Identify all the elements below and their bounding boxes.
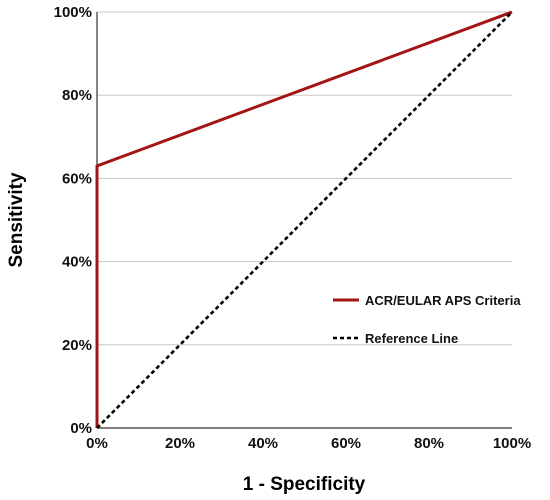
y-tick-label-0: 0% <box>70 420 92 437</box>
legend-label-acr-eular: ACR/EULAR APS Criteria <box>365 293 521 308</box>
y-axis-title: Sensitivity <box>6 172 27 267</box>
tick-layer: 0% 20% 40% 60% 80% 100% 0% 20% 40% 60% 80% 100% <box>54 4 532 452</box>
x-tick-label-20: 20% <box>165 435 195 452</box>
y-tick-label-20: 20% <box>62 337 92 354</box>
series-line-reference-line <box>96 11 513 429</box>
x-tick-label-0: 0% <box>86 435 108 452</box>
y-tick-label-40: 40% <box>62 254 92 271</box>
x-tick-label-60: 60% <box>331 435 361 452</box>
legend-label-reference-line: Reference Line <box>365 331 458 346</box>
series-line-acr-eular-aps-criteria <box>95 10 513 428</box>
y-tick-label-60: 60% <box>62 170 92 187</box>
series-layer <box>95 10 513 429</box>
x-tick-label-40: 40% <box>248 435 278 452</box>
x-axis-title: 1 - Specificity <box>243 474 366 495</box>
y-tick-label-80: 80% <box>62 87 92 104</box>
x-tick-label-80: 80% <box>414 435 444 452</box>
grid-layer <box>97 11 512 346</box>
legend: ACR/EULAR APS Criteria Reference Line <box>333 293 521 346</box>
y-tick-label-100: 100% <box>54 4 92 21</box>
x-tick-label-100: 100% <box>493 435 531 452</box>
